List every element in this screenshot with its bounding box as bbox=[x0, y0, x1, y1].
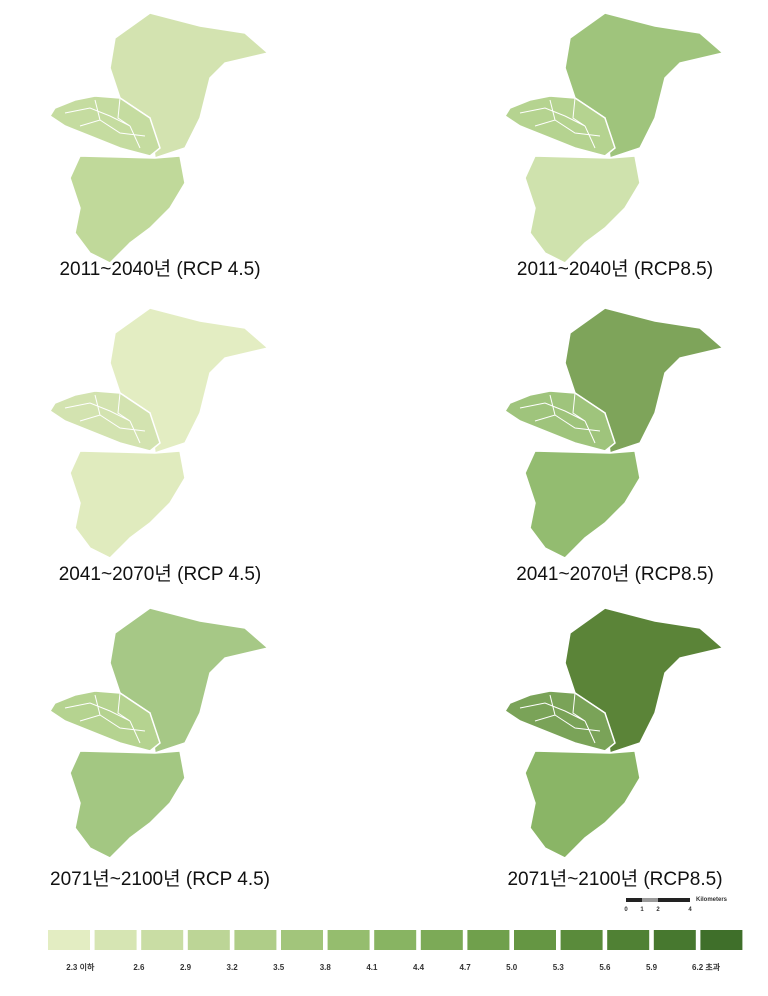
legend-swatch bbox=[141, 930, 184, 950]
legend-swatch bbox=[514, 930, 556, 950]
legend-swatch bbox=[700, 930, 743, 950]
caption: 2071년~2100년 (RCP8.5) bbox=[507, 868, 722, 890]
legend-label: 2.3 이하 bbox=[66, 962, 95, 972]
map-panel bbox=[503, 307, 725, 559]
legend-swatch bbox=[94, 930, 137, 950]
scale-tick: 4 bbox=[688, 907, 692, 913]
boundary bbox=[519, 392, 601, 444]
scale-tick: 2 bbox=[656, 907, 660, 913]
legend-label: 3.5 bbox=[273, 963, 285, 972]
map-panel bbox=[48, 12, 270, 264]
caption: 2011~2040년 (RCP 4.5) bbox=[59, 258, 260, 280]
legend-label: 5.9 bbox=[646, 963, 658, 972]
caption: 2041~2070년 (RCP8.5) bbox=[516, 563, 714, 585]
region bbox=[524, 750, 641, 859]
region bbox=[69, 155, 186, 264]
legend-label: 6.2 초과 bbox=[692, 962, 721, 972]
region bbox=[524, 450, 641, 559]
scale-title: Kilometers bbox=[696, 897, 728, 903]
legend-swatch bbox=[467, 930, 510, 950]
boundary bbox=[64, 392, 146, 444]
legend-swatch bbox=[281, 930, 323, 950]
legend-label: 4.7 bbox=[460, 963, 472, 972]
map-panel bbox=[503, 12, 725, 264]
caption: 2011~2040년 (RCP8.5) bbox=[517, 258, 713, 280]
legend-swatch bbox=[420, 930, 463, 950]
scale-tick: 0 bbox=[624, 907, 628, 913]
caption: 2041~2070년 (RCP 4.5) bbox=[59, 563, 262, 585]
legend-swatch bbox=[187, 930, 230, 950]
legend-swatch bbox=[653, 930, 696, 950]
legend-label: 2.6 bbox=[133, 963, 145, 972]
legend-label: 4.1 bbox=[366, 963, 378, 972]
region bbox=[524, 155, 641, 264]
legend-label: 5.3 bbox=[553, 963, 565, 972]
region bbox=[69, 450, 186, 559]
boundary bbox=[64, 97, 146, 149]
map-panel bbox=[48, 307, 270, 559]
region bbox=[69, 750, 186, 859]
legend-swatch bbox=[234, 930, 277, 950]
legend-label: 4.4 bbox=[413, 963, 425, 972]
boundary bbox=[64, 692, 146, 744]
legend-label: 5.0 bbox=[506, 963, 518, 972]
legend-swatch bbox=[607, 930, 650, 950]
scale-bar-seg bbox=[642, 898, 658, 902]
legend-label: 5.6 bbox=[599, 963, 611, 972]
legend-swatch bbox=[48, 930, 90, 950]
legend-swatch bbox=[374, 930, 417, 950]
boundary bbox=[519, 692, 601, 744]
map-panel bbox=[48, 607, 270, 859]
caption: 2071년~2100년 (RCP 4.5) bbox=[50, 868, 270, 890]
legend-label: 3.8 bbox=[320, 963, 332, 972]
boundary bbox=[519, 97, 601, 149]
legend-label: 3.2 bbox=[227, 963, 239, 972]
legend-label: 2.9 bbox=[180, 963, 192, 972]
legend-swatch bbox=[560, 930, 603, 950]
map-panel bbox=[503, 607, 725, 859]
legend-swatch bbox=[327, 930, 370, 950]
scale-tick: 1 bbox=[640, 907, 644, 913]
